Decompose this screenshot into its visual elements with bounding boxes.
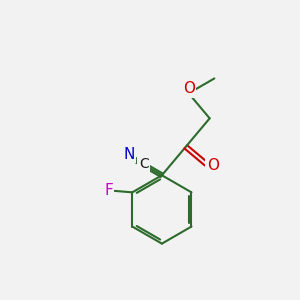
Text: C: C (139, 157, 148, 171)
Text: O: O (207, 158, 219, 173)
Text: F: F (104, 183, 113, 198)
Text: O: O (183, 81, 195, 96)
Text: N: N (123, 147, 135, 162)
